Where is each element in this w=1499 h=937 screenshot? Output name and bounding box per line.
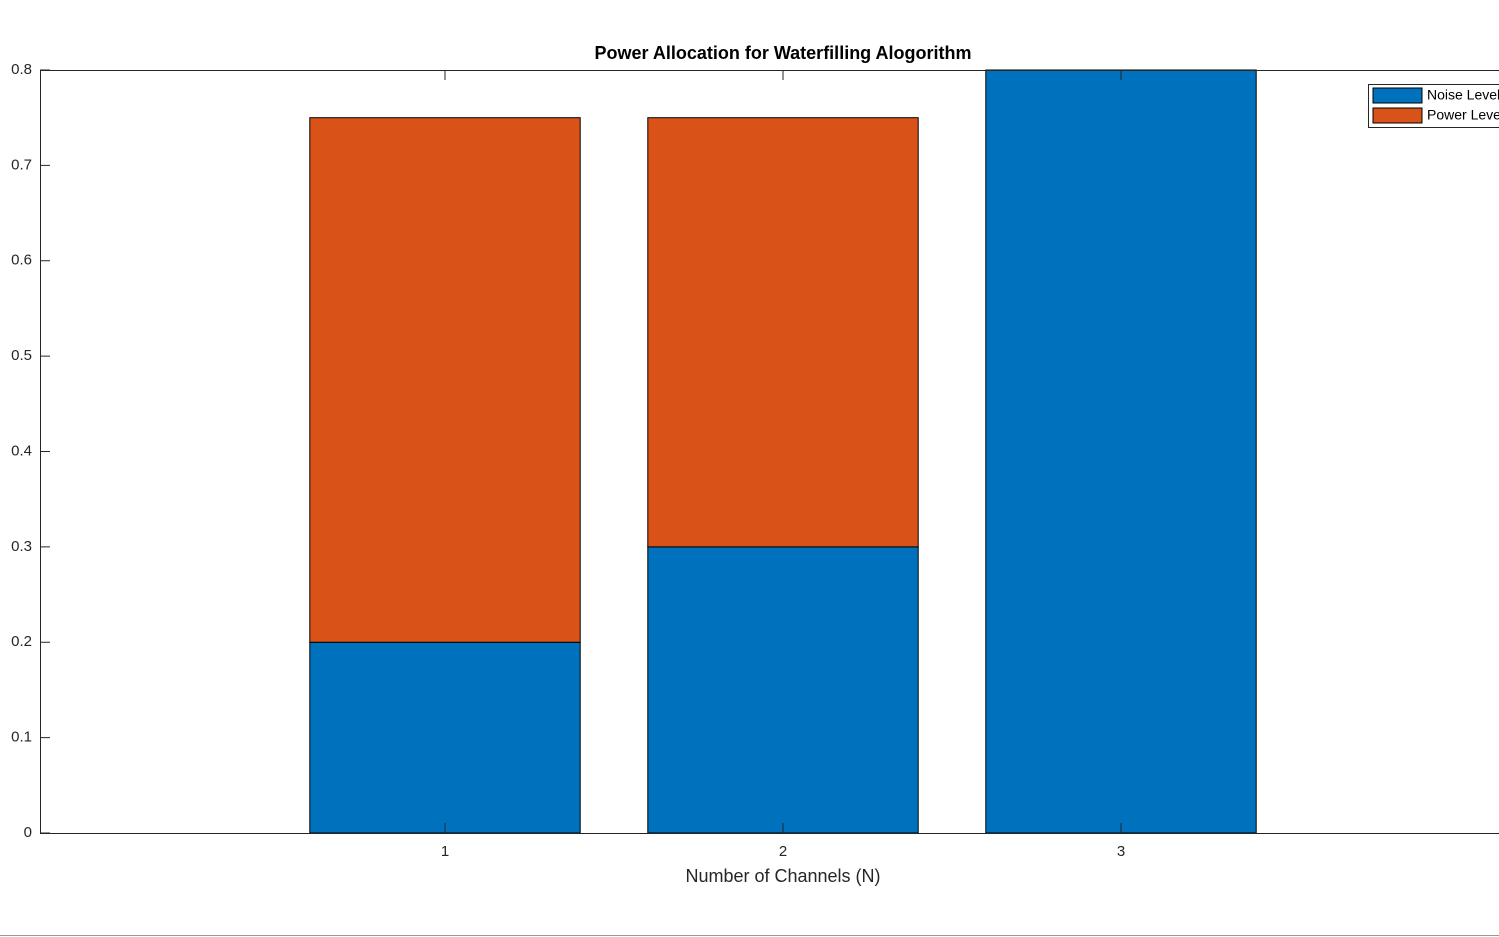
bar-segment	[309, 117, 581, 643]
x-tick-label: 2	[779, 843, 787, 860]
y-tick-label: 0.4	[11, 442, 32, 459]
legend-label: Power Level	[1427, 107, 1499, 123]
x-tick-label: 1	[441, 843, 449, 860]
legend-swatch	[1372, 107, 1423, 124]
x-tick-label: 3	[1117, 843, 1125, 860]
bar-segment	[309, 641, 581, 834]
y-tick-label: 0.3	[11, 538, 32, 555]
bar-segment	[647, 117, 919, 548]
legend-label: Noise Level	[1427, 87, 1499, 103]
y-tick-label: 0.8	[11, 61, 32, 78]
y-tick-label: 0.1	[11, 729, 32, 746]
bar-segment	[647, 546, 919, 834]
legend-swatch	[1372, 87, 1423, 104]
x-axis-label: Number of Channels (N)	[685, 866, 880, 886]
y-tick-label: 0.6	[11, 252, 32, 269]
y-tick-label: 0.7	[11, 156, 32, 173]
chart-title: Power Allocation for Waterfilling Alogor…	[595, 43, 972, 63]
y-tick-label: 0	[24, 824, 32, 841]
bar-segment	[985, 69, 1257, 834]
y-tick-label: 0.2	[11, 633, 32, 650]
y-tick-label: 0.5	[11, 347, 32, 364]
